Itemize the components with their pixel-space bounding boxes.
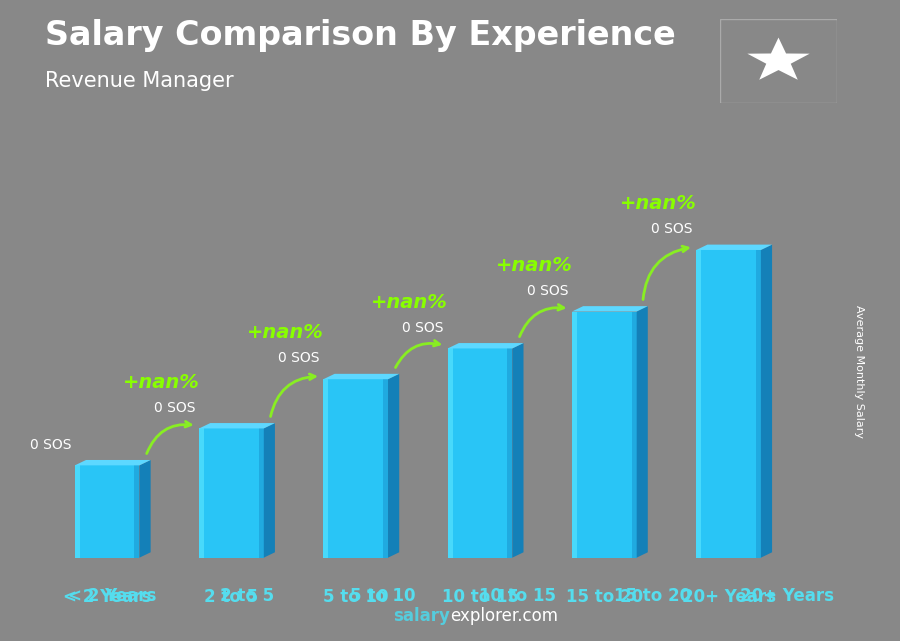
Text: Average Monthly Salary: Average Monthly Salary	[854, 305, 865, 438]
Text: Revenue Manager: Revenue Manager	[45, 71, 234, 90]
Polygon shape	[75, 460, 150, 465]
Text: < 2 Years: < 2 Years	[68, 587, 157, 605]
Polygon shape	[697, 250, 701, 558]
Text: 2 to 5: 2 to 5	[220, 587, 274, 605]
Text: 10 to 15: 10 to 15	[479, 587, 556, 605]
Polygon shape	[512, 343, 524, 558]
Polygon shape	[572, 312, 636, 558]
Text: +nan%: +nan%	[372, 292, 448, 312]
Polygon shape	[199, 428, 204, 558]
Polygon shape	[264, 423, 274, 558]
Polygon shape	[447, 349, 453, 558]
Text: Salary Comparison By Experience: Salary Comparison By Experience	[45, 19, 676, 52]
Text: 0 SOS: 0 SOS	[651, 222, 692, 236]
Polygon shape	[747, 38, 810, 79]
Text: 20+ Years: 20+ Years	[681, 588, 776, 606]
Text: +nan%: +nan%	[248, 323, 324, 342]
Text: 20+ Years: 20+ Years	[741, 587, 834, 605]
Text: 0 SOS: 0 SOS	[402, 320, 444, 335]
Text: 0 SOS: 0 SOS	[154, 401, 195, 415]
Text: < 2 Years: < 2 Years	[63, 588, 151, 606]
Polygon shape	[572, 312, 577, 558]
Text: salary: salary	[393, 607, 450, 625]
Polygon shape	[447, 343, 524, 349]
Text: explorer.com: explorer.com	[450, 607, 558, 625]
Text: 15 to 20: 15 to 20	[566, 588, 643, 606]
Polygon shape	[697, 250, 760, 558]
Text: 0 SOS: 0 SOS	[526, 284, 568, 297]
Text: 5 to 10: 5 to 10	[350, 587, 415, 605]
Text: 5 to 10: 5 to 10	[323, 588, 389, 606]
Polygon shape	[323, 379, 328, 558]
Polygon shape	[140, 460, 150, 558]
Text: +nan%: +nan%	[122, 372, 200, 392]
Polygon shape	[383, 379, 388, 558]
Text: 2 to 5: 2 to 5	[204, 588, 258, 606]
Polygon shape	[572, 306, 648, 312]
Polygon shape	[697, 245, 772, 250]
Polygon shape	[508, 349, 512, 558]
Polygon shape	[760, 245, 772, 558]
Text: +nan%: +nan%	[620, 194, 697, 213]
Polygon shape	[259, 428, 264, 558]
Polygon shape	[323, 374, 400, 379]
Text: 15 to 20: 15 to 20	[614, 587, 691, 605]
Polygon shape	[323, 379, 388, 558]
Polygon shape	[636, 306, 648, 558]
Polygon shape	[388, 374, 400, 558]
Polygon shape	[75, 465, 80, 558]
Polygon shape	[134, 465, 140, 558]
Text: 0 SOS: 0 SOS	[30, 438, 71, 451]
Polygon shape	[199, 428, 264, 558]
Text: 0 SOS: 0 SOS	[278, 351, 320, 365]
Polygon shape	[632, 312, 636, 558]
Polygon shape	[756, 250, 760, 558]
Polygon shape	[199, 423, 274, 428]
Text: +nan%: +nan%	[496, 256, 572, 274]
Polygon shape	[75, 465, 140, 558]
Polygon shape	[447, 349, 512, 558]
Text: 10 to 15: 10 to 15	[442, 588, 518, 606]
